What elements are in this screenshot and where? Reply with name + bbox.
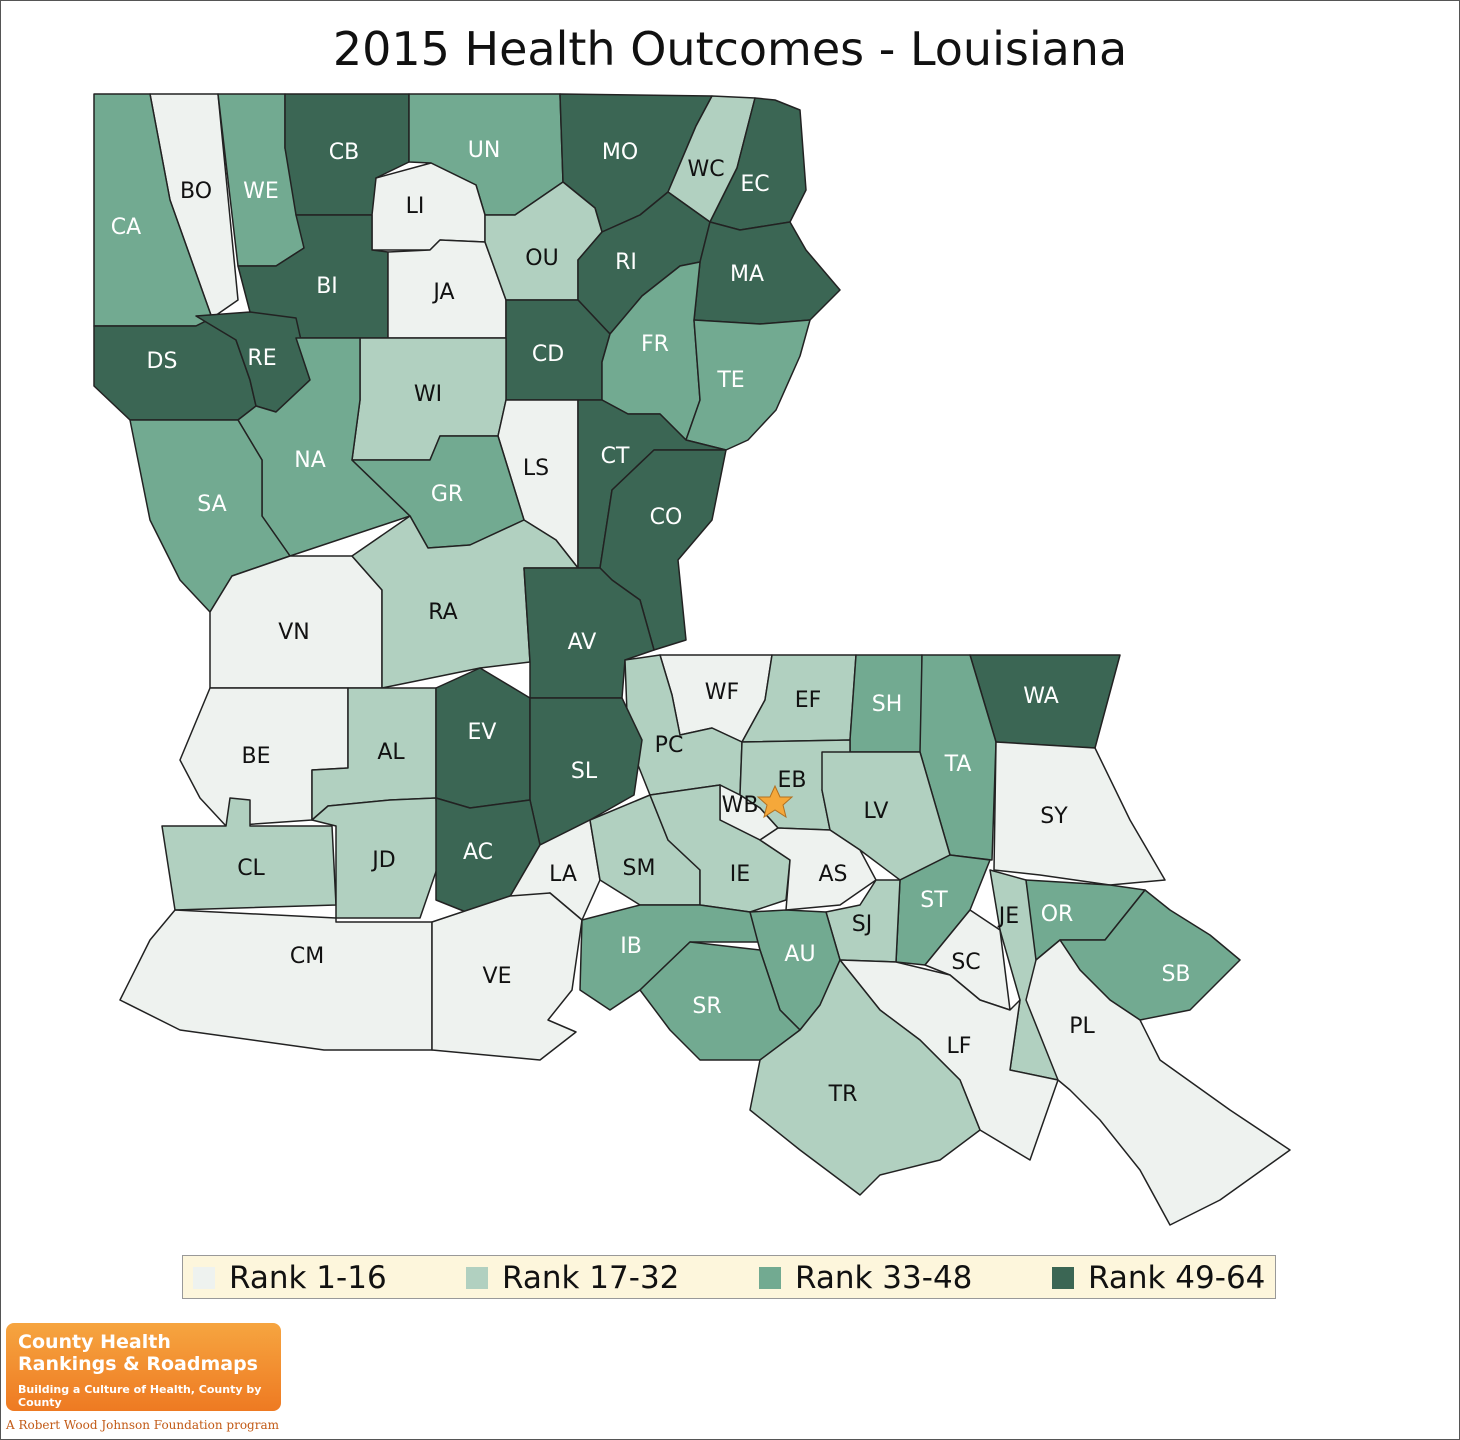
parish-label-vn: VN bbox=[278, 620, 310, 645]
county-health-rankings-logo: County Health Rankings & Roadmaps Buildi… bbox=[6, 1323, 281, 1411]
parish-label-ec: EC bbox=[740, 172, 769, 197]
legend-label: Rank 49-64 bbox=[1088, 1260, 1266, 1296]
parish-lv bbox=[821, 751, 951, 881]
parish-label-sj: SJ bbox=[852, 912, 872, 937]
parish-label-ca: CA bbox=[111, 215, 141, 240]
parish-label-as: AS bbox=[818, 862, 847, 887]
parish-label-gr: GR bbox=[431, 482, 463, 507]
parish-label-ou: OU bbox=[525, 246, 558, 271]
legend-swatch bbox=[1052, 1267, 1074, 1289]
parish-label-fr: FR bbox=[641, 332, 669, 357]
legend-item-rank-1-16: Rank 1-16 bbox=[193, 1260, 387, 1296]
parish-label-eb: EB bbox=[778, 768, 807, 793]
legend-label: Rank 33-48 bbox=[795, 1260, 973, 1296]
parish-label-sc: SC bbox=[951, 950, 980, 975]
parish-label-al: AL bbox=[377, 740, 405, 765]
parish-ve bbox=[431, 892, 583, 1061]
foundation-tagline: A Robert Wood Johnson Foundation program bbox=[6, 1418, 279, 1432]
louisiana-map: BO CA WE CB UN MO WC EC LI BI JA OU RI MA DS RE CD FR TE WI… bbox=[93, 93, 1291, 1226]
parish-label-we: WE bbox=[243, 179, 279, 204]
parish-label-lv: LV bbox=[864, 799, 889, 824]
parish-ib bbox=[579, 904, 771, 1011]
parish-label-ve: VE bbox=[483, 964, 512, 989]
legend-swatch bbox=[466, 1267, 488, 1289]
parish-tr bbox=[749, 959, 981, 1196]
parish-label-la: LA bbox=[549, 862, 577, 887]
legend-item-rank-17-32: Rank 17-32 bbox=[466, 1260, 680, 1296]
parish-label-un: UN bbox=[468, 138, 501, 163]
parish-label-sy: SY bbox=[1040, 804, 1068, 829]
parish-label-bo: BO bbox=[180, 179, 212, 204]
parish-label-jd: JD bbox=[370, 848, 395, 873]
legend-label: Rank 17-32 bbox=[502, 1260, 680, 1296]
parish-label-ds: DS bbox=[147, 349, 178, 374]
parish-label-sb: SB bbox=[1161, 962, 1190, 987]
parish-te bbox=[685, 319, 811, 451]
parish-label-wi: WI bbox=[414, 382, 442, 407]
parish-sy bbox=[993, 741, 1166, 886]
parish-label-ma: MA bbox=[730, 262, 764, 287]
legend-item-rank-49-64: Rank 49-64 bbox=[1052, 1260, 1266, 1296]
parish-cm bbox=[119, 909, 433, 1051]
parish-ie bbox=[649, 784, 791, 913]
legend-item-rank-33-48: Rank 33-48 bbox=[759, 1260, 973, 1296]
parish-label-tr: TR bbox=[828, 1082, 858, 1107]
parish-label-cl: CL bbox=[237, 856, 265, 881]
parish-label-cd: CD bbox=[532, 342, 564, 367]
parish-label-sr: SR bbox=[692, 994, 721, 1019]
parish-label-au: AU bbox=[784, 942, 815, 967]
parish-label-or: OR bbox=[1041, 902, 1074, 927]
parish-label-ib: IB bbox=[620, 934, 642, 959]
parish-label-ev: EV bbox=[468, 720, 497, 745]
parish-label-je: JE bbox=[997, 904, 1019, 929]
parish-label-pl: PL bbox=[1069, 1014, 1095, 1039]
parish-label-pc: PC bbox=[655, 733, 684, 758]
parish-label-cm: CM bbox=[290, 944, 324, 969]
parish-label-ra: RA bbox=[428, 600, 457, 625]
parish-label-te: TE bbox=[716, 368, 744, 393]
parish-label-sa: SA bbox=[197, 492, 226, 517]
parish-label-mo: MO bbox=[602, 140, 638, 165]
parish-label-sl: SL bbox=[571, 759, 598, 784]
parish-label-ie: IE bbox=[730, 862, 750, 887]
parish-label-cb: CB bbox=[329, 140, 359, 165]
parish-label-ri: RI bbox=[615, 250, 637, 275]
parish-pl bbox=[1025, 939, 1291, 1226]
parish-cl bbox=[161, 797, 337, 911]
parish-label-wf: WF bbox=[705, 680, 739, 705]
legend: Rank 1-16 Rank 17-32 Rank 33-48 Rank 49-… bbox=[182, 1255, 1276, 1299]
parish-label-re: RE bbox=[247, 346, 276, 371]
legend-swatch bbox=[759, 1267, 781, 1289]
legend-swatch bbox=[193, 1267, 215, 1289]
parish-av bbox=[523, 567, 655, 699]
parish-label-lf: LF bbox=[947, 1034, 972, 1059]
parish-label-st: ST bbox=[920, 888, 948, 913]
parish-label-ta: TA bbox=[944, 752, 972, 777]
parish-label-be: BE bbox=[242, 744, 271, 769]
logo-line-2: Rankings & Roadmaps bbox=[18, 1353, 258, 1375]
parish-label-ef: EF bbox=[795, 688, 822, 713]
map-title: 2015 Health Outcomes - Louisiana bbox=[332, 22, 1128, 76]
parish-label-ls: LS bbox=[523, 456, 549, 481]
parish-label-li: LI bbox=[406, 194, 425, 219]
parish-label-na: NA bbox=[294, 448, 326, 473]
logo-line-1: County Health bbox=[18, 1331, 171, 1353]
parish-label-ct: CT bbox=[601, 444, 630, 469]
logo-tagline: Building a Culture of Health, County by … bbox=[18, 1383, 262, 1409]
capital-star-icon bbox=[756, 784, 794, 819]
parish-label-ja: JA bbox=[431, 280, 454, 305]
parish-label-sh: SH bbox=[872, 692, 903, 717]
legend-label: Rank 1-16 bbox=[229, 1260, 387, 1296]
parish-label-wb: WB bbox=[722, 793, 759, 818]
parish-label-wa: WA bbox=[1023, 684, 1059, 709]
parish-label-sm: SM bbox=[623, 856, 656, 881]
parish-ma bbox=[693, 221, 841, 325]
parish-label-ac: AC bbox=[463, 840, 493, 865]
parish-label-co: CO bbox=[650, 505, 683, 530]
parish-label-av: AV bbox=[568, 630, 597, 655]
parish-label-wc: WC bbox=[687, 157, 724, 182]
parish-label-bi: BI bbox=[316, 274, 338, 299]
